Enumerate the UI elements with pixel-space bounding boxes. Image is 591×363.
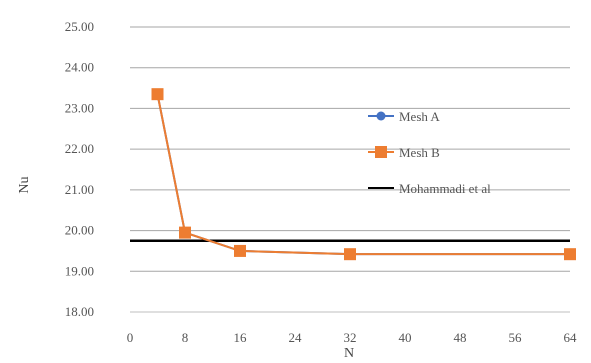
data-point (179, 226, 191, 239)
plot-area (130, 88, 576, 261)
y-tick-label: 20.00 (65, 223, 94, 238)
legend-label: Mohammadi et al (399, 181, 491, 196)
y-tick-label: 22.00 (65, 141, 94, 156)
y-tick-label: 19.00 (65, 263, 94, 278)
legend-label: Mesh B (399, 145, 440, 160)
data-point (151, 88, 164, 101)
x-tick-label: 40 (399, 330, 412, 345)
legend-marker (375, 146, 387, 158)
series-mesh-a (152, 89, 575, 260)
legend-item: Mesh B (368, 145, 440, 160)
legend-item: Mesh A (368, 109, 440, 124)
x-tick-label: 32 (344, 330, 357, 345)
y-tick-label: 18.00 (65, 304, 94, 319)
x-tick-label: 0 (127, 330, 134, 345)
x-tick-label: 16 (234, 330, 248, 345)
x-tick-label: 48 (454, 330, 467, 345)
y-tick-label: 24.00 (65, 60, 94, 75)
series-mesh-b (151, 88, 576, 261)
data-point (564, 248, 576, 261)
x-tick-label: 64 (564, 330, 578, 345)
x-tick-label: 8 (182, 330, 189, 345)
y-tick-label: 23.00 (65, 100, 94, 115)
y-axis-title: Nu (17, 176, 32, 193)
legend-label: Mesh A (399, 109, 440, 124)
y-tick-label: 21.00 (65, 182, 94, 197)
grid (130, 26, 570, 313)
legend-marker (376, 111, 386, 121)
x-tick-label: 56 (509, 330, 523, 345)
legend: Mesh A Mesh B Mohammadi et al (368, 109, 491, 196)
x-tick-label: 24 (289, 330, 303, 345)
y-tick-label: 25.00 (65, 19, 94, 34)
tick-labels: 18.00 19.00 20.00 21.00 22.00 23.00 24.00 25.00… (65, 19, 577, 345)
data-point (344, 248, 356, 261)
legend-item: Mohammadi et al (368, 181, 491, 196)
data-point (234, 244, 246, 257)
x-axis-title: N (344, 346, 354, 361)
